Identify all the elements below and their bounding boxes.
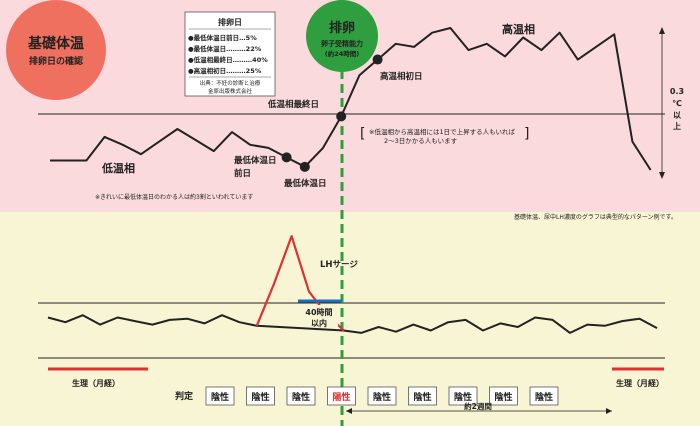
ovulation-badge-main: 排卵 [329, 20, 355, 36]
judgement-box [286, 386, 316, 406]
judgement-box [529, 386, 559, 406]
min-temp-note: ※きれいに最低体温日のわかる人は約3割といわれています [95, 193, 253, 201]
judgement-box [408, 386, 437, 406]
bracket-right: ] [524, 126, 529, 142]
judgement-negative: 陰性 [494, 391, 512, 403]
min-temp-prev-label: 最低体温日 [234, 155, 277, 166]
judgement-negative: 陰性 [211, 391, 229, 403]
ovulation-badge-sub2: (約24時間) [325, 49, 360, 58]
ovulation-badge-sub1: 卵子受精能力 [321, 39, 363, 48]
judgement-box [367, 386, 397, 406]
title-badge-main: 基礎体温 [28, 35, 84, 52]
rise-amount-suffix-1: 以 [673, 111, 681, 120]
low-phase-label: 低温相 [101, 161, 135, 175]
judgement-negative: 陰性 [413, 391, 431, 403]
two-weeks-label: 約2週間 [464, 401, 492, 411]
judgement-negative: 陰性 [373, 391, 391, 403]
rise-amount-value: 0.3 [670, 87, 684, 96]
temperature-marker [372, 54, 383, 65]
rise-amount-unit: ℃ [672, 99, 682, 108]
lh-surge-label: LHサージ [320, 260, 358, 270]
infobox-row: ●高温相初日………25% [188, 66, 262, 75]
forty-hours-label-bg [300, 305, 338, 327]
two-weeks-arrow-head-right [606, 408, 612, 414]
judgement-box [448, 386, 478, 406]
title-badge-sub: 排卵日の確認 [29, 55, 83, 67]
judgement-box [205, 386, 235, 406]
rise-arrow-head-bottom [659, 172, 665, 179]
ovulation-badge [306, 0, 378, 72]
infobox-row: ●最低体温日前日…5% [188, 33, 257, 42]
judgement-box [246, 386, 275, 406]
infobox-row: ●最低体温日………22% [188, 44, 262, 53]
two-weeks-arrow-head-left [346, 408, 352, 414]
temperature-marker [281, 152, 292, 163]
title-badge [6, 0, 106, 100]
judgement-negative: 陰性 [292, 391, 310, 403]
rise-amount-suffix-2: 上 [673, 121, 681, 131]
temperature-markers [281, 54, 383, 172]
infobox-source: 出典：不妊の診断と治療 [200, 79, 261, 87]
high-phase-label: 高温相 [502, 22, 535, 36]
low-last-day-label: 低温相最終日 [267, 99, 319, 110]
judgement-negative: 陰性 [454, 391, 472, 403]
ovulation-day-infobox: 排卵日 ●最低体温日前日…5% ●最低体温日………22% ●低温相最終日………4… [184, 11, 276, 97]
temperature-line [50, 27, 652, 171]
rise-note-1: ※低温相から高温相には1日で上昇する人もいれば [369, 127, 515, 136]
min-temp-day-label: 最低体温日 [284, 178, 327, 189]
infobox-row: ●低温相最終日………40% [188, 55, 268, 64]
min-temp-prev-label-2: 前日 [234, 168, 251, 179]
judgement-row: 陰性 陰性 陰性 陽性 陰性 陰性 陰性 陰性 陰性 [205, 386, 559, 406]
lh-baseline-line [47, 314, 658, 334]
judgement-box [327, 386, 356, 406]
judgement-box [489, 386, 518, 406]
high-first-day-label: 高温相初日 [380, 71, 423, 82]
typical-pattern-note: 基礎体温、尿中LH濃度のグラフは典型的なパターン例です。 [514, 213, 677, 221]
temperature-marker [299, 161, 310, 172]
infobox-source: 金原出版株式会社 [208, 87, 253, 95]
period-label-right: 生理（月経） [616, 378, 664, 388]
period-label-left: 生理（月経） [72, 378, 120, 388]
judgement-negative: 陰性 [251, 391, 269, 403]
forty-hours-label-2: 以内 [311, 318, 327, 328]
infobox-title: 排卵日 [218, 17, 242, 27]
rise-note-2: 2～3日かかる人もいます [384, 137, 458, 145]
judgement-label: 判定 [175, 390, 194, 402]
temperature-marker [336, 111, 347, 122]
judgement-positive: 陽性 [332, 391, 350, 403]
forty-hours-label: 40時間 [305, 307, 332, 317]
judgement-negative: 陰性 [535, 391, 553, 403]
rise-arrow-head-top [659, 27, 665, 34]
bracket-left: [ [360, 126, 365, 142]
